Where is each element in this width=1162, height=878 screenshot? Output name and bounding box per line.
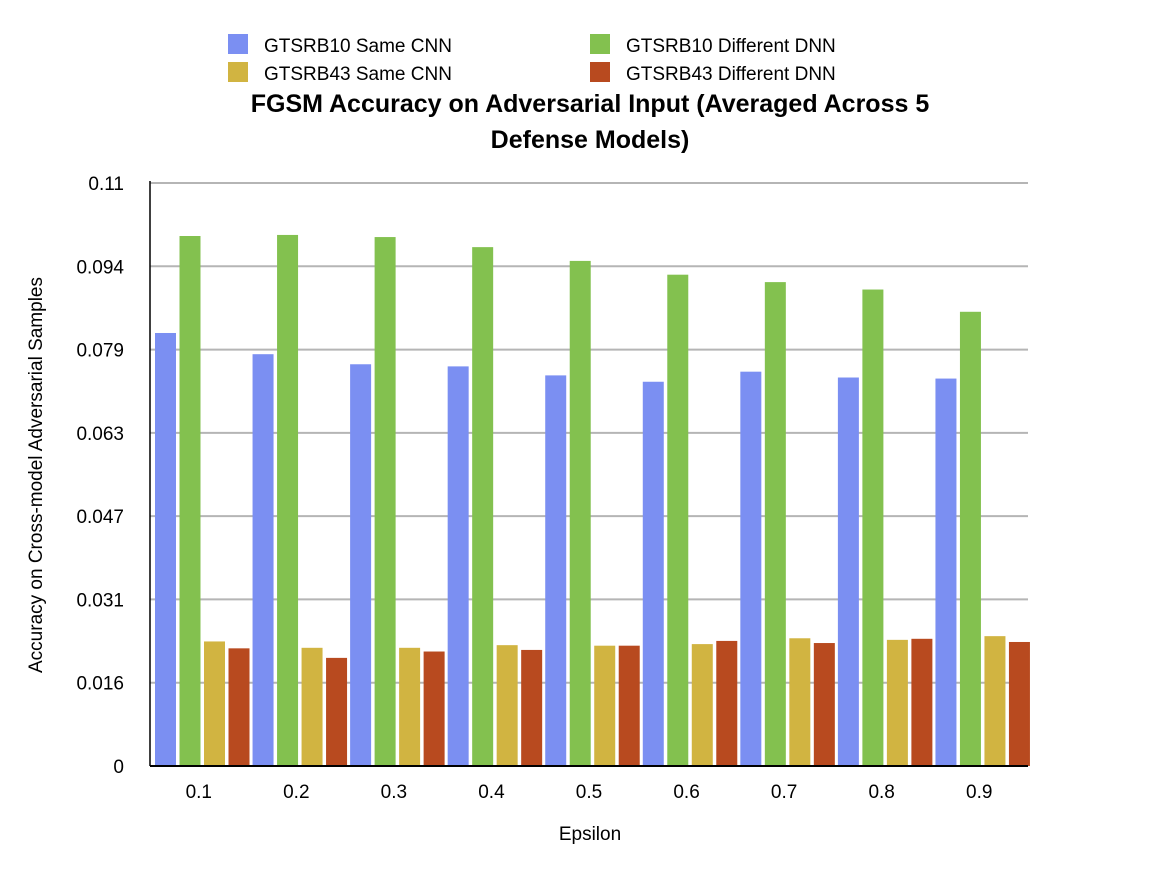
chart-title: FGSM Accuracy on Adversarial Input (Aver… — [251, 90, 930, 154]
y-axis-label: Accuracy on Cross-model Adversarial Samp… — [26, 277, 47, 673]
legend-label: GTSRB43 Same CNN — [264, 64, 452, 85]
legend-label: GTSRB10 Same CNN — [264, 36, 452, 57]
bar-gtsrb10-same-cnn-0.8 — [837, 377, 859, 766]
bar-gtsrb43-same-cnn-0.2 — [301, 647, 323, 766]
bar-gtsrb43-same-cnn-0.1 — [204, 641, 225, 766]
y-tick-labels: 0 0.016 0.031 0.047 0.063 0.079 0.094 0.11 — [76, 174, 124, 778]
bar-gtsrb10-different-dnn-0.3 — [374, 237, 396, 766]
bar-gtsrb43-different-dnn-0.2 — [326, 657, 348, 766]
bar-gtsrb10-different-dnn-0.4 — [472, 247, 494, 766]
x-tick-label: 0.7 — [771, 782, 797, 803]
y-tick-label: 0.047 — [76, 507, 124, 528]
bar-gtsrb10-same-cnn-0.9 — [935, 378, 957, 766]
legend: GTSRB10 Same CNN GTSRB10 Different DNN GTS… — [228, 34, 836, 85]
bars — [155, 234, 1030, 766]
bar-gtsrb43-different-dnn-0.9 — [1008, 641, 1030, 766]
y-tick-label: 0.031 — [76, 590, 124, 611]
x-tick-label: 0.1 — [186, 782, 212, 803]
bar-gtsrb10-same-cnn-0.2 — [252, 354, 274, 766]
bar-gtsrb43-different-dnn-0.5 — [618, 645, 640, 766]
x-axis-label: Epsilon — [559, 824, 621, 845]
bar-gtsrb10-different-dnn-0.9 — [959, 311, 981, 766]
bar-gtsrb10-same-cnn-0.6 — [642, 381, 664, 766]
x-tick-label: 0.5 — [576, 782, 602, 803]
bar-gtsrb10-same-cnn-0.5 — [545, 375, 567, 766]
bar-gtsrb43-same-cnn-0.9 — [984, 636, 1006, 766]
bar-gtsrb10-different-dnn-0.8 — [862, 289, 884, 766]
x-tick-label: 0.2 — [283, 782, 309, 803]
bar-gtsrb10-same-cnn-0.4 — [447, 366, 469, 766]
bar-gtsrb43-same-cnn-0.5 — [594, 645, 616, 766]
bar-gtsrb43-same-cnn-0.8 — [886, 639, 908, 766]
legend-swatch — [228, 34, 248, 54]
chart-title-line: Defense Models) — [491, 126, 690, 154]
x-tick-label: 0.3 — [381, 782, 407, 803]
bar-gtsrb43-different-dnn-0.3 — [423, 651, 445, 766]
legend-swatch — [228, 62, 248, 82]
y-tick-label: 0.11 — [88, 174, 124, 195]
bar-gtsrb10-different-dnn-0.1 — [179, 236, 201, 766]
y-tick-label: 0.079 — [76, 341, 124, 362]
legend-label: GTSRB43 Different DNN — [626, 64, 836, 85]
bar-gtsrb43-same-cnn-0.7 — [789, 638, 811, 766]
bar-gtsrb10-different-dnn-0.2 — [277, 234, 299, 766]
bar-gtsrb43-same-cnn-0.4 — [496, 645, 518, 766]
y-tick-label: 0.063 — [76, 424, 124, 445]
bar-gtsrb10-same-cnn-0.3 — [350, 364, 372, 766]
x-tick-label: 0.8 — [868, 782, 894, 803]
bar-gtsrb43-same-cnn-0.6 — [691, 644, 713, 766]
legend-label: GTSRB10 Different DNN — [626, 36, 836, 57]
x-tick-label: 0.9 — [966, 782, 992, 803]
bar-gtsrb43-different-dnn-0.8 — [911, 638, 933, 766]
chart-title-line: FGSM Accuracy on Adversarial Input (Aver… — [251, 90, 930, 118]
bar-gtsrb10-same-cnn-0.1 — [155, 332, 176, 766]
legend-swatch — [590, 34, 610, 54]
bar-gtsrb43-same-cnn-0.3 — [399, 647, 421, 766]
y-tick-label: 0.094 — [76, 257, 124, 278]
bar-gtsrb10-same-cnn-0.7 — [740, 371, 762, 766]
x-tick-label: 0.4 — [478, 782, 505, 803]
axes — [149, 181, 1028, 767]
bar-gtsrb43-different-dnn-0.6 — [716, 640, 738, 766]
bar-gtsrb43-different-dnn-0.7 — [813, 643, 835, 766]
bar-gtsrb43-different-dnn-0.1 — [228, 648, 250, 766]
y-tick-label: 0.016 — [76, 674, 124, 695]
y-tick-label: 0 — [113, 757, 124, 778]
legend-swatch — [590, 62, 610, 82]
x-tick-label: 0.6 — [673, 782, 699, 803]
bar-gtsrb43-different-dnn-0.4 — [521, 649, 543, 766]
bar-gtsrb10-different-dnn-0.5 — [569, 260, 591, 766]
bar-gtsrb10-different-dnn-0.6 — [667, 274, 689, 766]
bar-gtsrb10-different-dnn-0.7 — [764, 282, 786, 766]
x-tick-labels: 0.1 0.2 0.3 0.4 0.5 0.6 0.7 0.8 0.9 — [186, 782, 993, 803]
